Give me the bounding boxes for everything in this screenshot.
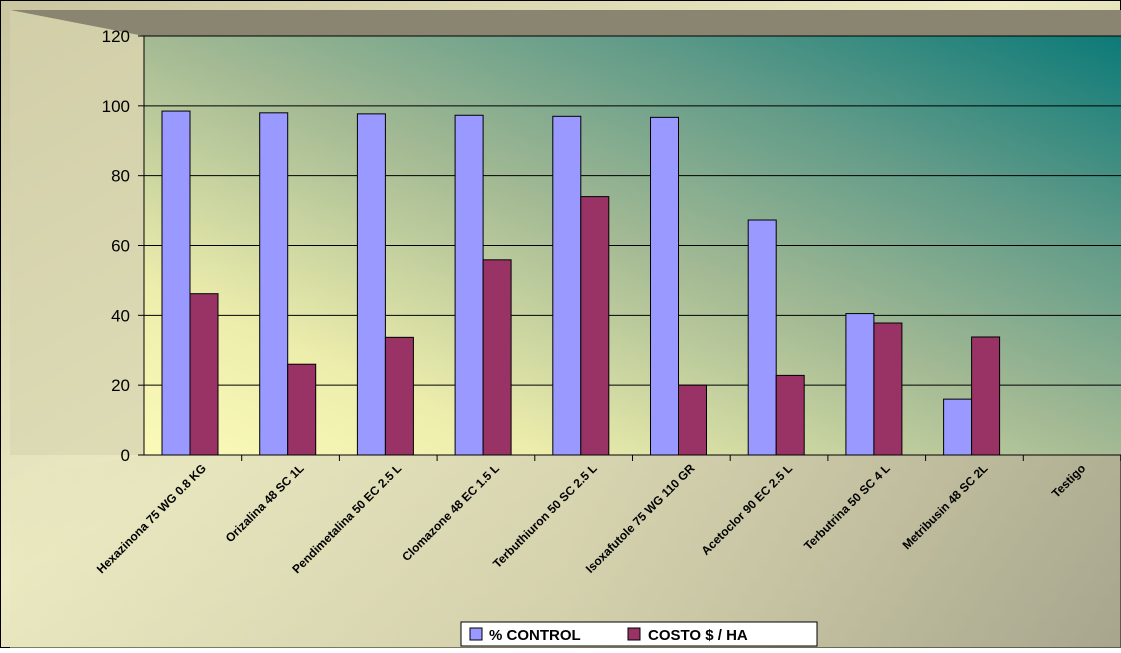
bar-control (845, 313, 875, 456)
chart-left-wall (10, 10, 144, 455)
bar-costo (971, 336, 1001, 456)
legend-swatch-costo (627, 627, 641, 641)
y-tick-label: 40 (111, 306, 130, 325)
chart-floor (10, 455, 1121, 650)
bar-control (356, 113, 386, 456)
y-tick-label: 100 (102, 97, 130, 116)
bars (161, 110, 1001, 456)
axes (143, 36, 1121, 461)
y-tick-label: 0 (121, 446, 130, 465)
y-tick-label: 20 (111, 376, 130, 395)
bar-control (552, 115, 582, 456)
bar-costo (580, 196, 610, 456)
legend-swatch-control (469, 627, 483, 641)
bar-costo (287, 363, 317, 456)
bar-costo (482, 259, 512, 456)
bar-costo (775, 374, 805, 456)
legend-label-control: % CONTROL (489, 627, 581, 644)
legend: % CONTROL COSTO $ / HA (460, 621, 818, 647)
bar-control (943, 398, 973, 456)
bar-costo (384, 336, 414, 456)
bar-control (161, 110, 191, 456)
y-tick-label: 60 (111, 237, 130, 256)
bar-costo (678, 384, 707, 456)
bar-control (650, 116, 679, 456)
bar-costo (873, 322, 903, 456)
gridlines (144, 35, 1121, 386)
bar-costo (189, 293, 219, 456)
bar-control (747, 219, 777, 456)
y-tick-label: 80 (111, 167, 130, 186)
y-axis-ticks: 0 20 40 60 80 100 120 (102, 27, 144, 465)
bar-control (259, 112, 289, 456)
y-tick-label: 120 (102, 27, 130, 46)
legend-label-costo: COSTO $ / HA (648, 627, 748, 644)
bar-control (454, 114, 484, 456)
chart-top-wall (10, 10, 1121, 36)
